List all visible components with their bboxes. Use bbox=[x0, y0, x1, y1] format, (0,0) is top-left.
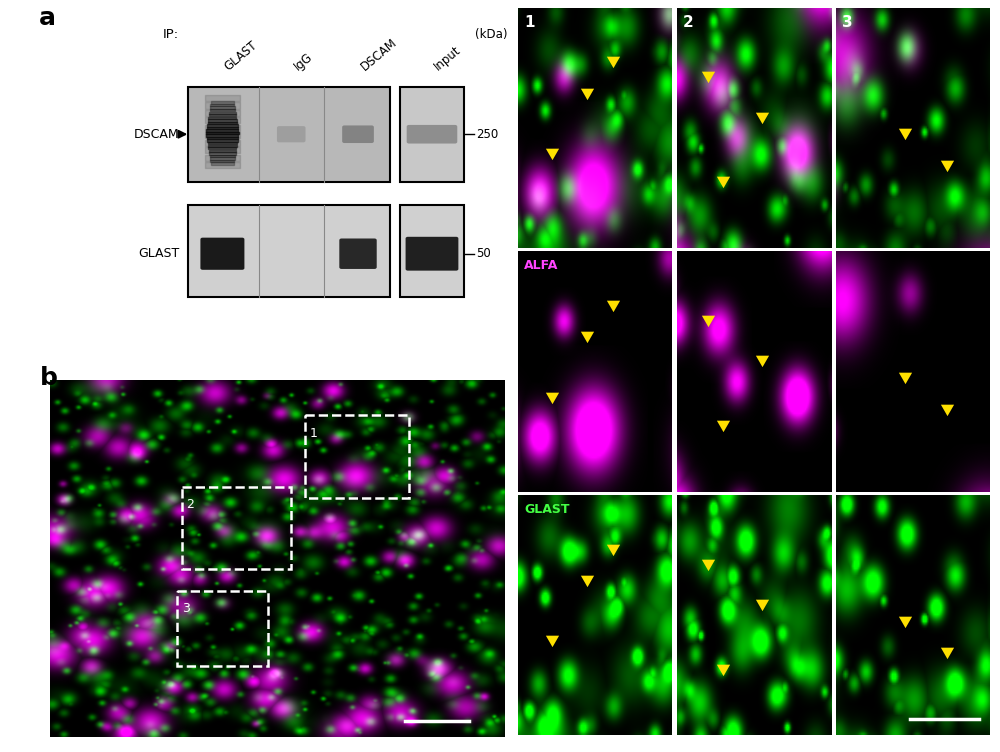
Text: 3: 3 bbox=[182, 602, 190, 615]
Text: (kDa): (kDa) bbox=[475, 28, 507, 41]
FancyBboxPatch shape bbox=[342, 126, 374, 143]
Text: GLAST: GLAST bbox=[222, 38, 260, 73]
Text: 3: 3 bbox=[842, 15, 853, 30]
FancyBboxPatch shape bbox=[200, 238, 244, 270]
Text: DSCAM: DSCAM bbox=[358, 36, 399, 73]
Text: ALFA: ALFA bbox=[524, 259, 559, 271]
Bar bbox=[188, 205, 390, 296]
Text: Input: Input bbox=[432, 44, 464, 73]
FancyBboxPatch shape bbox=[339, 238, 377, 269]
Text: IP:: IP: bbox=[163, 28, 179, 41]
Text: GLAST: GLAST bbox=[138, 247, 179, 260]
Text: 1: 1 bbox=[524, 15, 535, 30]
Text: 50: 50 bbox=[476, 247, 491, 260]
FancyBboxPatch shape bbox=[407, 125, 457, 144]
FancyBboxPatch shape bbox=[277, 126, 306, 142]
Text: IgG: IgG bbox=[291, 50, 315, 73]
Text: 1: 1 bbox=[309, 427, 317, 440]
Text: 2: 2 bbox=[683, 15, 694, 30]
Text: 2: 2 bbox=[186, 499, 194, 511]
Text: a: a bbox=[38, 6, 55, 29]
FancyBboxPatch shape bbox=[406, 237, 458, 271]
Text: DSCAM: DSCAM bbox=[134, 128, 179, 141]
Bar bbox=[188, 87, 390, 181]
Bar bbox=[400, 87, 464, 181]
Text: GLAST: GLAST bbox=[524, 502, 570, 516]
Text: 250: 250 bbox=[476, 128, 498, 141]
Text: b: b bbox=[40, 366, 58, 390]
Bar bbox=[400, 205, 464, 296]
